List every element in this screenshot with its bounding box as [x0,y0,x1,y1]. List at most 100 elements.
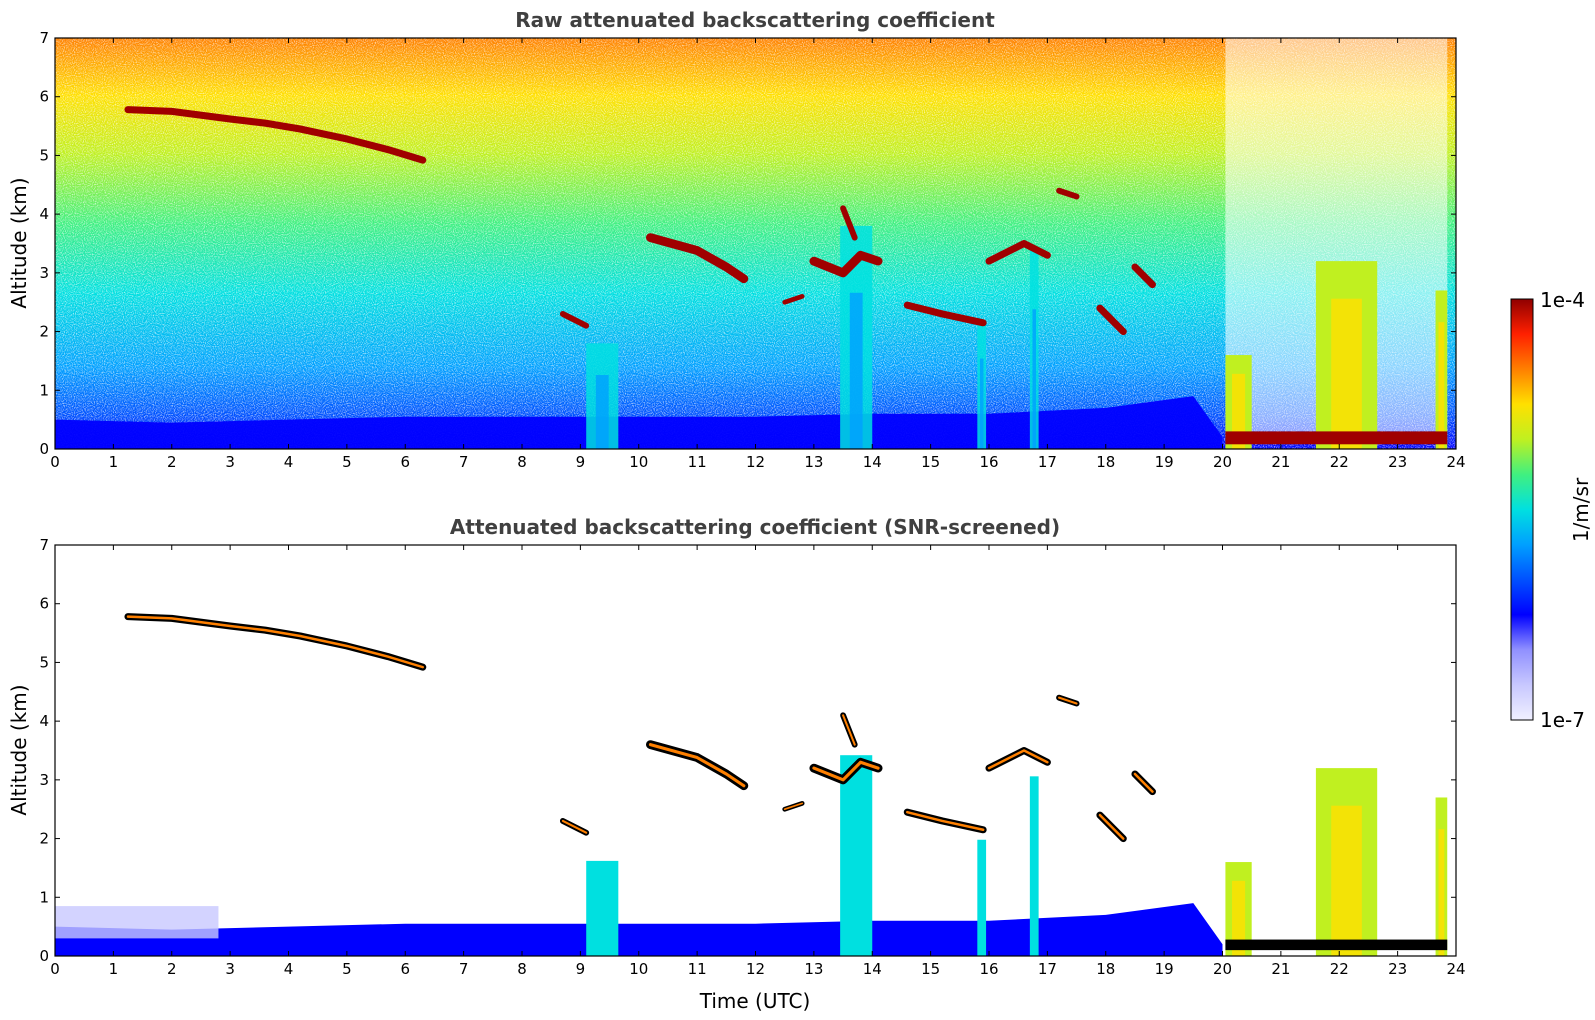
y-tick-label: 1 [39,888,49,906]
screened-convective-column [1029,776,1039,956]
y-tick-label: 4 [39,205,49,223]
colorbar-max-label: 1e-4 [1540,288,1585,312]
x-tick-label: 24 [1446,453,1465,471]
y-tick-label: 0 [39,440,49,458]
screened-cloud-layer-core [987,749,1049,770]
x-tick-label: 17 [1038,453,1057,471]
x-tick-label: 20 [1213,453,1232,471]
x-tick-label: 8 [517,453,527,471]
x-axis-label: Time (UTC) [699,989,811,1013]
x-tick-label: 15 [921,960,940,978]
x-tick-label: 5 [342,453,352,471]
colorbar-min-label: 1e-7 [1540,708,1585,732]
x-tick-label: 1 [109,453,119,471]
x-tick-label: 16 [979,453,998,471]
x-tick-label: 9 [576,453,586,471]
raw-x-ticks: 0 1 2 3 4 5 6 7 8 9 10 11 12 13 14 15 16 17 18 19 20 21 22 23 24 [50,38,1466,471]
x-tick-label: 10 [629,960,648,978]
x-tick-label: 18 [1096,960,1115,978]
x-tick-label: 4 [284,453,294,471]
screened-backscatter-panel: Attenuated backscattering coefficient (S… [7,515,1466,1013]
screened-cloud-layer-core [648,743,746,788]
x-tick-label: 7 [459,453,469,471]
raw-cloud-layer [559,311,590,329]
colorbar-unit-label: 1/m/sr [1569,477,1593,542]
colorbar: 1e-4 1e-7 1/m/sr [1510,288,1593,732]
raw-cloud-layer [1096,304,1127,336]
x-tick-label: 13 [804,960,823,978]
x-tick-label: 2 [167,453,177,471]
raw-cloud-layer [840,205,858,241]
raw-cloud-layer [1131,263,1156,289]
screened-cloud-layer-core [1098,813,1125,840]
screened-convective-column [840,755,873,956]
colorbar-gradient [1510,298,1534,721]
x-tick-label: 1 [109,960,119,978]
raw-cloud-layer [124,106,427,164]
screened-cloud-layer-core [842,714,856,746]
screened-cloud-layer-core [906,810,985,831]
x-tick-label: 0 [50,453,60,471]
raw-dense-base-layer [1225,431,1448,445]
screened-cloud-layer-core [1133,772,1154,793]
screened-panel-title: Attenuated backscattering coefficient (S… [450,515,1060,539]
x-tick-label: 8 [517,960,527,978]
y-tick-label: 1 [39,381,49,399]
screened-y-ticks: 0 1 2 3 4 5 6 7 [39,536,1456,965]
x-tick-label: 6 [400,453,410,471]
x-tick-label: 24 [1446,960,1465,978]
raw-low-cloud-core [1438,322,1445,449]
y-tick-label: 7 [39,29,49,47]
raw-panel-title: Raw attenuated backscattering coefficien… [515,8,995,32]
y-tick-label: 5 [39,653,49,671]
x-tick-label: 16 [979,960,998,978]
x-tick-label: 21 [1271,453,1290,471]
raw-cloud-layer [903,301,987,327]
screened-boundary-layer [55,903,1223,956]
screened-low-cloud-core [1331,805,1362,956]
raw-convective-core [979,358,984,449]
screened-cloud-layer-core [783,802,804,811]
x-tick-label: 9 [576,960,586,978]
x-tick-label: 14 [863,453,882,471]
raw-low-cloud-core [1331,298,1362,449]
x-tick-label: 3 [225,960,235,978]
screened-cloud-layer-core [126,615,424,669]
screened-background [55,545,1456,956]
screened-convective-column [586,860,619,956]
x-tick-label: 22 [1330,960,1349,978]
x-tick-label: 19 [1155,453,1174,471]
x-tick-label: 20 [1213,960,1232,978]
raw-noise-speckle [55,38,1456,449]
screened-cloud-layer-core [561,819,588,834]
raw-cloud-layer [1056,187,1080,200]
raw-cloud-layer [646,233,749,284]
x-tick-label: 23 [1388,960,1407,978]
raw-backscatter-panel: Raw attenuated backscattering coefficien… [7,8,1466,471]
y-tick-label: 7 [39,536,49,554]
y-tick-label: 0 [39,947,49,965]
screened-cloud-layer-core [812,760,880,782]
y-tick-label: 6 [39,595,49,613]
x-tick-label: 18 [1096,453,1115,471]
screened-low-cloud-core [1231,880,1246,956]
x-tick-label: 23 [1388,453,1407,471]
screened-low-cloud-core [1438,829,1445,956]
x-tick-label: 2 [167,960,177,978]
raw-low-cloud-core [1231,373,1246,449]
y-tick-label: 4 [39,712,49,730]
x-tick-label: 22 [1330,453,1349,471]
x-tick-label: 11 [688,453,707,471]
screened-cloud-layer-core [1058,696,1078,705]
x-tick-label: 0 [50,960,60,978]
y-tick-label: 3 [39,264,49,282]
x-tick-label: 14 [863,960,882,978]
screened-convective-column [977,839,987,956]
screened-dense-base-layer [1225,939,1448,951]
raw-y-ticks: 0 1 2 3 4 5 6 7 [39,29,1456,458]
screened-heatmap-plot [55,545,1456,956]
raw-cloud-layer [985,239,1051,265]
y-tick-label: 5 [39,146,49,164]
screened-y-axis-label: Altitude (km) [7,684,31,815]
